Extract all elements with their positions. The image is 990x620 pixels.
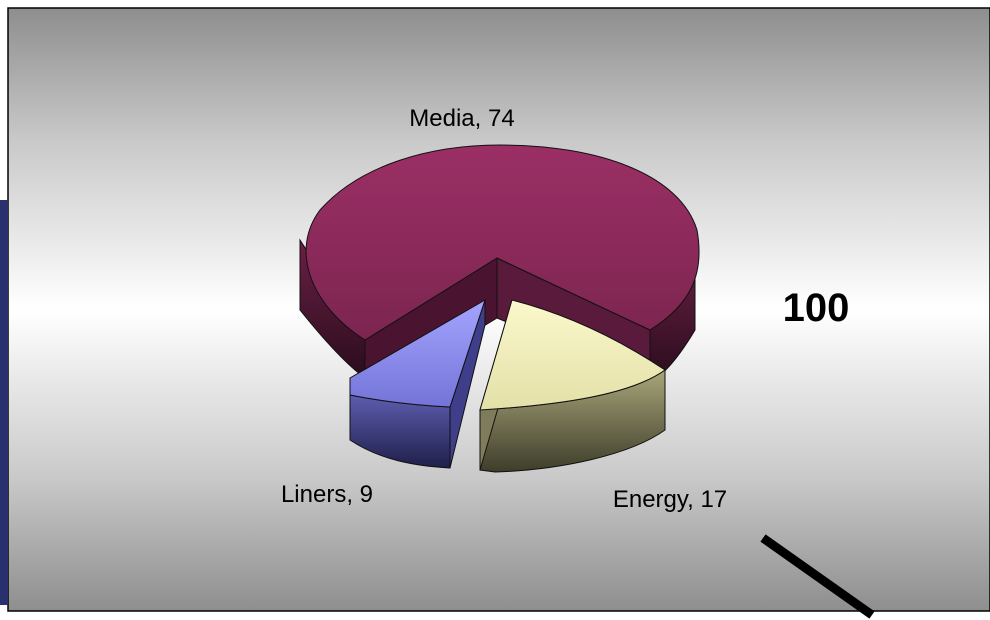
label-liners: Liners, 9 xyxy=(281,481,373,508)
label-media-value: 74 xyxy=(488,105,515,132)
slice-liners xyxy=(349,298,486,469)
pie-slices xyxy=(299,144,700,473)
label-media-sep: , xyxy=(475,105,488,132)
label-energy-name: Energy xyxy=(613,486,689,513)
label-energy: Energy, 17 xyxy=(613,486,727,513)
slice-energy xyxy=(479,299,666,473)
label-media: Media, 74 xyxy=(409,105,514,132)
total-label: 100 xyxy=(783,286,850,330)
label-energy-value: 17 xyxy=(700,486,727,513)
label-media-name: Media xyxy=(409,105,475,132)
label-liners-value: 9 xyxy=(360,481,373,508)
label-energy-sep: , xyxy=(687,486,700,513)
left-accent-strip xyxy=(0,200,8,605)
label-liners-sep: , xyxy=(346,481,359,508)
pointer-line xyxy=(760,534,875,619)
label-liners-name: Liners xyxy=(281,481,346,508)
